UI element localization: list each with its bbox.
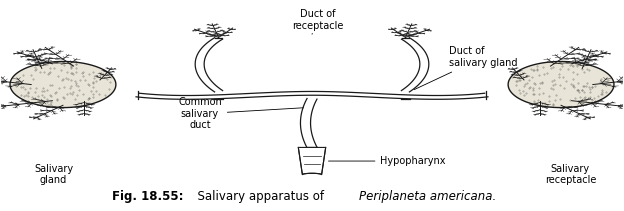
Text: Duct of
receptacle: Duct of receptacle xyxy=(293,9,344,34)
Polygon shape xyxy=(508,61,614,108)
Text: Salivary
gland: Salivary gland xyxy=(34,164,73,185)
Text: Common
salivary
duct: Common salivary duct xyxy=(178,97,304,130)
Polygon shape xyxy=(298,147,326,175)
Text: Salivary
receptacle: Salivary receptacle xyxy=(545,164,596,185)
Text: Duct of
salivary gland: Duct of salivary gland xyxy=(414,46,517,90)
Text: Hypopharynx: Hypopharynx xyxy=(328,156,446,166)
Text: Salivary apparatus of: Salivary apparatus of xyxy=(190,189,328,203)
Text: Periplaneta americana.: Periplaneta americana. xyxy=(359,189,496,203)
Text: Fig. 18.55:: Fig. 18.55: xyxy=(112,189,184,203)
Polygon shape xyxy=(10,61,116,108)
